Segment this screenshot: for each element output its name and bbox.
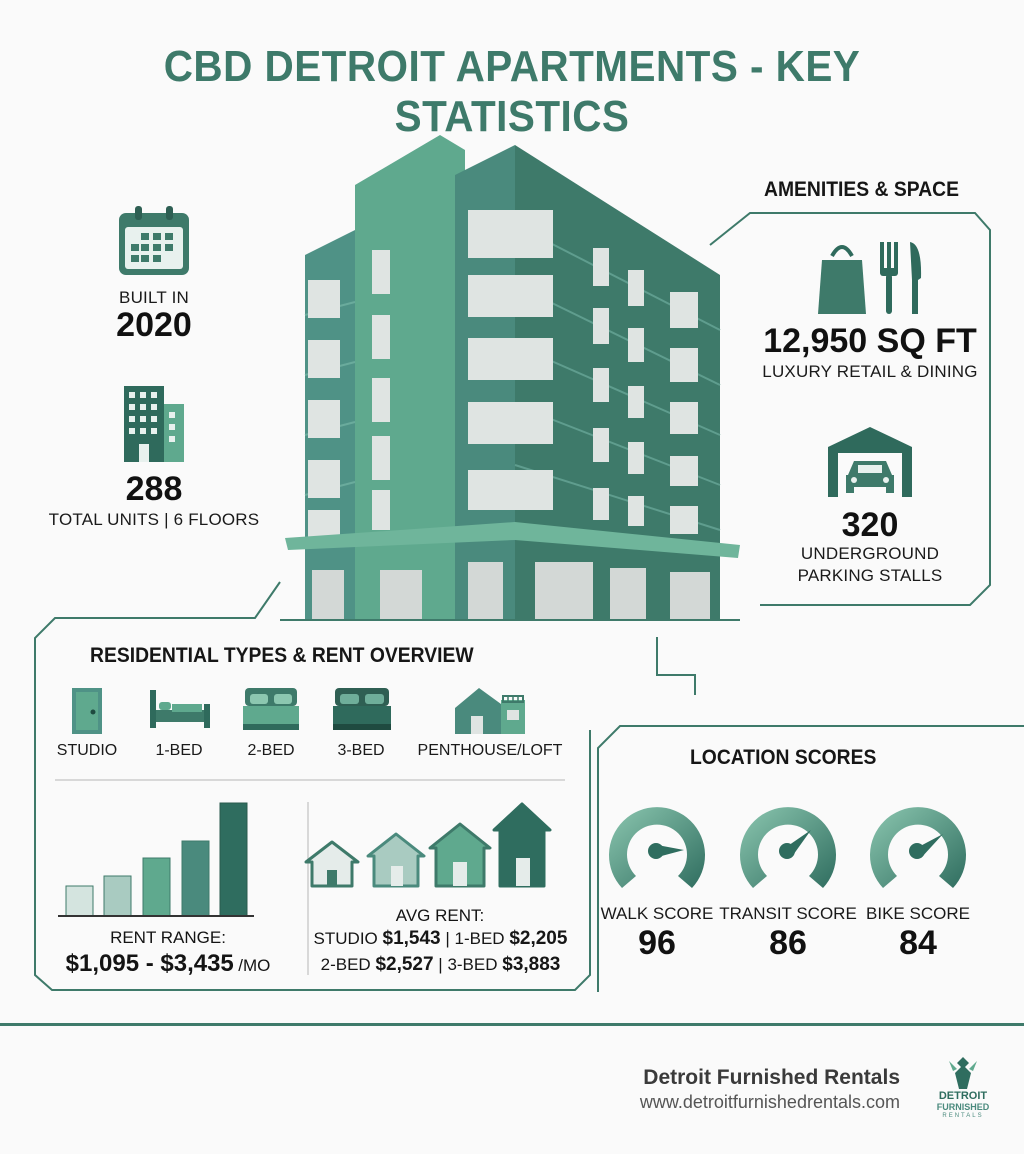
- building-illustration: [280, 135, 740, 621]
- type-label-2bed: 2-BED: [247, 742, 295, 759]
- retail-label: LUXURY RETAIL & DINING: [762, 362, 978, 381]
- footer-url[interactable]: www.detroitfurnishedrentals.com: [639, 1092, 900, 1112]
- rent-bar-5: [219, 802, 248, 917]
- connector-line: [656, 637, 696, 695]
- shopping-dining-icon: [818, 242, 922, 314]
- calendar-icon: [119, 206, 189, 275]
- amenities-heading: AMENITIES & SPACE: [764, 178, 960, 201]
- large-bed-icon: [333, 688, 391, 730]
- location-heading: LOCATION SCORES: [690, 746, 877, 769]
- rent-range-value: $1,095 - $3,435: [65, 950, 234, 977]
- bike-score-value: 84: [899, 924, 937, 962]
- avg-rent-value: $1,543: [382, 928, 441, 949]
- built-year: 2020: [116, 306, 192, 344]
- avg-rent-type: STUDIO: [313, 929, 378, 948]
- retail-value: 12,950 SQ FT: [763, 322, 977, 360]
- amenities-panel-frame: [709, 212, 991, 606]
- bike-score-label: BIKE SCORE: [866, 904, 970, 923]
- rent-bar-1: [65, 885, 94, 917]
- rent-bar-3: [142, 857, 171, 917]
- double-bed-icon: [243, 688, 299, 730]
- rent-range: $1,095 - $3,435 /MO: [58, 950, 278, 978]
- apartment-building-icon: [124, 386, 184, 462]
- type-label-penthouse: PENTHOUSE/LOFT: [417, 742, 563, 759]
- logo-text-3: RENTALS: [942, 1113, 984, 1119]
- footer-company: Detroit Furnished Rentals: [643, 1066, 900, 1089]
- parking-label-2: PARKING STALLS: [797, 566, 943, 585]
- single-bed-icon: [150, 690, 210, 728]
- rent-range-unit: /MO: [238, 956, 271, 975]
- walk-score-value: 96: [638, 924, 676, 962]
- logo-text-1: DETROIT: [938, 1090, 988, 1102]
- residential-panel-frame: [34, 581, 591, 991]
- penthouse-icon: [455, 688, 525, 734]
- avg-rent-type: 3-BED: [447, 955, 498, 974]
- residential-heading: RESIDENTIAL TYPES & RENT OVERVIEW: [90, 644, 474, 667]
- rent-range-label: RENT RANGE:: [110, 928, 226, 947]
- door-icon: [72, 688, 102, 734]
- page-title: CBD DETROIT APARTMENTS - KEY STATISTICS: [163, 42, 861, 141]
- avg-rent-type: 1-BED: [454, 929, 505, 948]
- built-label: BUILT IN: [119, 288, 189, 307]
- transit-score-value: 86: [769, 924, 807, 962]
- walk-score-label: WALK SCORE: [600, 904, 714, 923]
- avg-rent-value: $2,205: [509, 928, 568, 949]
- transit-score-gauge-icon: [740, 807, 836, 888]
- type-label-3bed: 3-BED: [337, 742, 385, 759]
- avg-rent-value: $2,527: [375, 954, 434, 975]
- garage-car-icon: [828, 427, 912, 497]
- avg-rent-houses-graphic: [304, 802, 552, 888]
- logo-figure-icon: [949, 1057, 977, 1089]
- type-label-studio: STUDIO: [56, 742, 118, 759]
- avg-rent-value: $3,883: [502, 954, 561, 975]
- transit-score-label: TRANSIT SCORE: [719, 904, 857, 923]
- footer-divider: [0, 1023, 1024, 1026]
- avg-rent-type: 2-BED: [320, 955, 371, 974]
- type-label-1bed: 1-BED: [155, 742, 203, 759]
- parking-label-1: UNDERGROUND: [800, 544, 940, 563]
- avg-rent-line-1: STUDIO $1,543 | 1-BED $2,205: [313, 928, 568, 949]
- avg-rent-line-2: 2-BED $2,527 | 3-BED $3,883: [320, 954, 561, 975]
- parking-value: 320: [841, 506, 899, 544]
- avg-rent-label: AVG RENT:: [395, 906, 485, 925]
- company-logo: DETROIT FURNISHED RENTALS: [935, 1055, 991, 1125]
- walk-score-gauge-icon: [609, 807, 705, 888]
- bike-score-gauge-icon: [870, 807, 966, 888]
- logo-text-2: FURNISHED: [936, 1102, 990, 1112]
- rent-bar-2: [103, 875, 132, 917]
- location-panel-frame: [597, 725, 1024, 992]
- units-label: TOTAL UNITS | 6 FLOORS: [48, 510, 260, 529]
- rent-bar-chart: [58, 802, 254, 917]
- rent-bar-4: [181, 840, 210, 917]
- units-count: 288: [125, 470, 183, 508]
